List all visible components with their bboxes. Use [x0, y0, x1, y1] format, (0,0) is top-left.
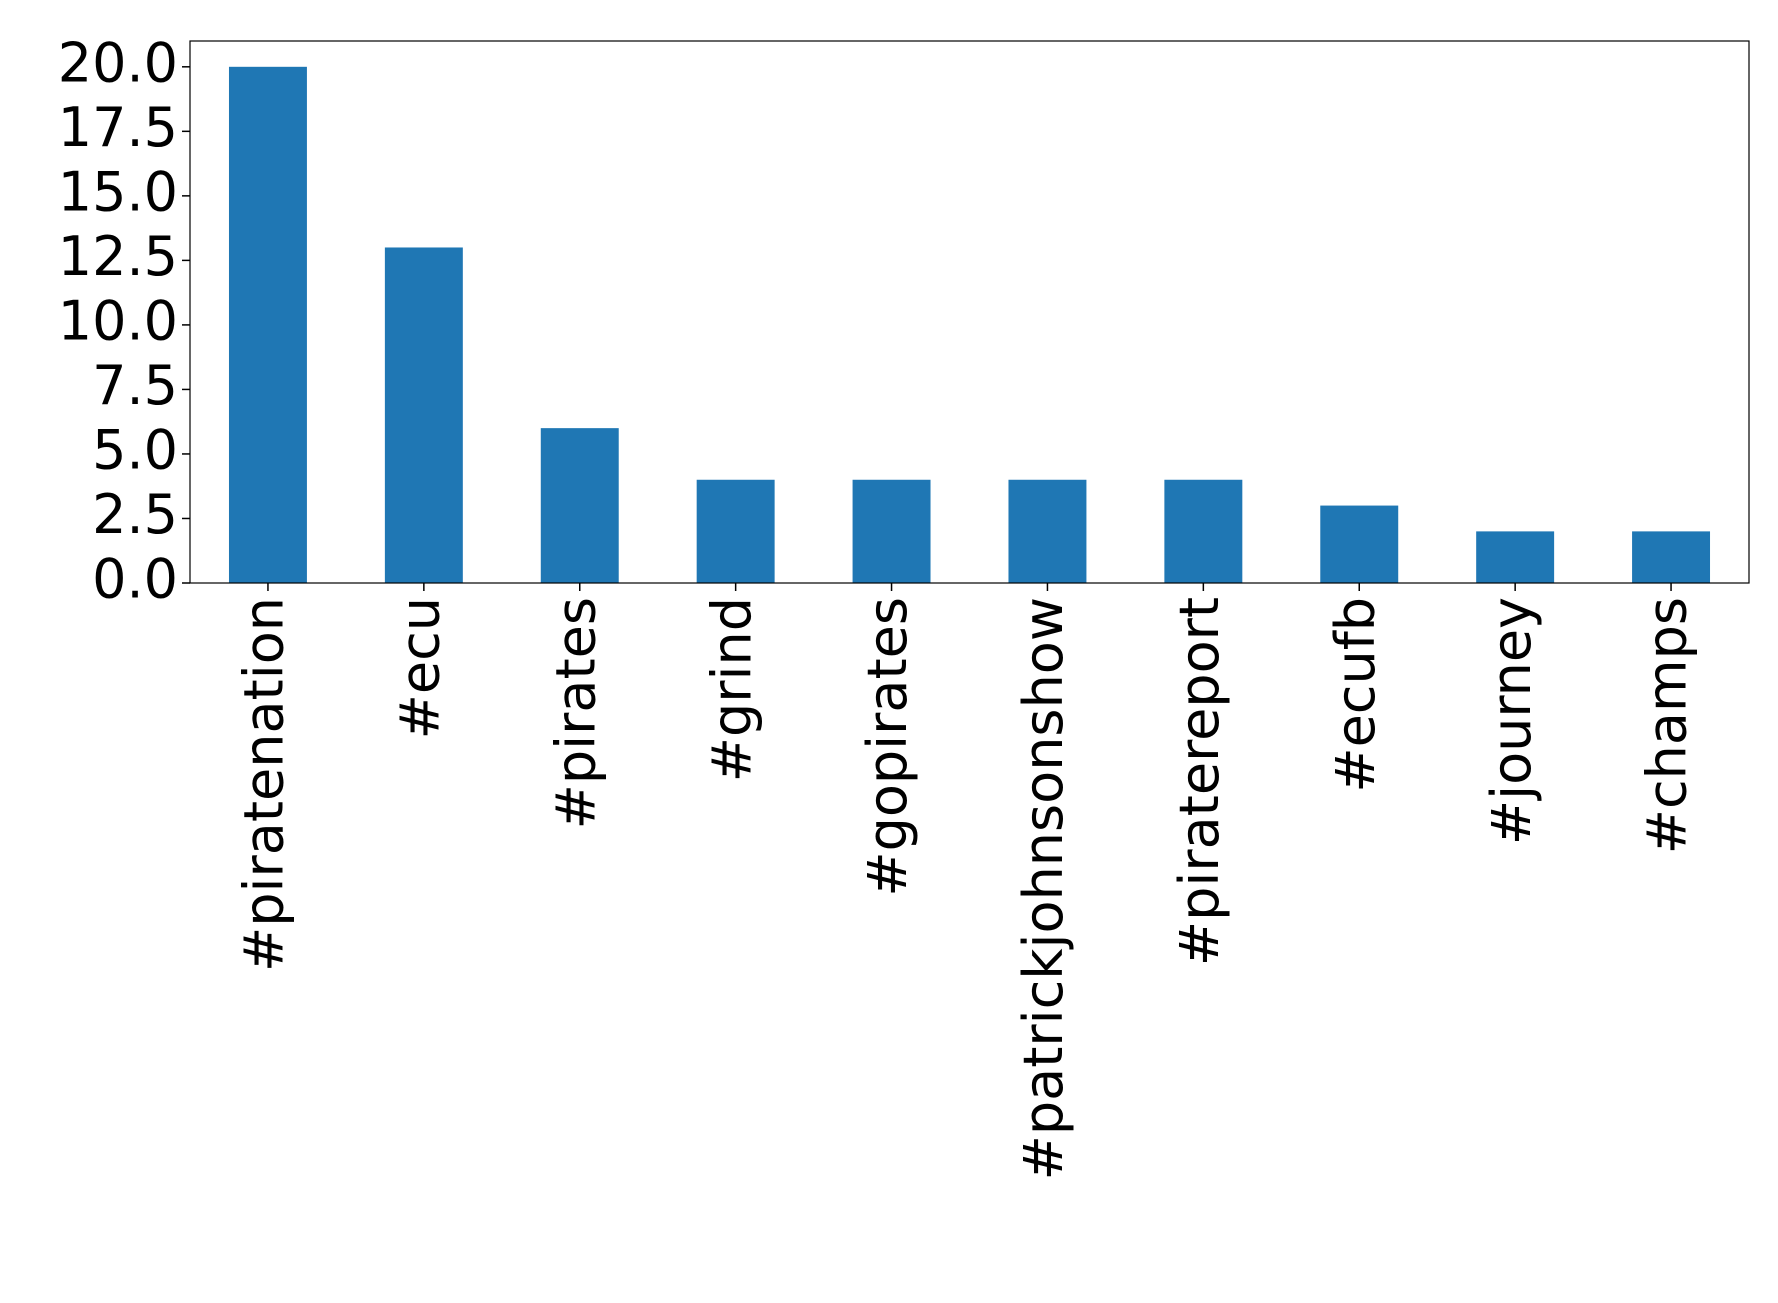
y-tick-label: 12.5 — [58, 225, 178, 288]
bar — [228, 66, 307, 584]
x-tick-label: #ecu — [388, 597, 451, 739]
bar — [540, 428, 619, 583]
y-tick-label: 10.0 — [58, 290, 178, 353]
x-tick-label: #ecufb — [1324, 597, 1387, 793]
y-tick-label: 17.5 — [58, 96, 178, 159]
bar — [1320, 505, 1399, 583]
bar — [696, 479, 775, 583]
y-tick-label: 2.5 — [92, 483, 178, 546]
x-tick-label: #grind — [700, 597, 763, 782]
plot-frame — [189, 40, 1750, 584]
y-tick-label: 20.0 — [58, 31, 178, 94]
bar — [1164, 479, 1243, 583]
bar — [852, 479, 931, 583]
y-tick-label: 0.0 — [92, 548, 178, 611]
bar — [1476, 531, 1555, 583]
bar — [384, 247, 463, 583]
x-tick-label: #piratereport — [1168, 597, 1231, 966]
x-tick-label: #pirates — [544, 597, 607, 829]
y-tick-label: 5.0 — [92, 419, 178, 482]
bar — [1008, 479, 1087, 583]
x-tick-label: #patrickjohnsonshow — [1012, 597, 1075, 1180]
x-tick-label: #champs — [1636, 597, 1699, 854]
x-tick-label: #piratenation — [233, 597, 296, 972]
y-tick-label: 15.0 — [58, 160, 178, 223]
x-tick-label: #gopirates — [856, 597, 919, 897]
y-tick-label: 7.5 — [92, 354, 178, 417]
bar — [1632, 531, 1711, 583]
x-tick-label: #journey — [1480, 597, 1543, 845]
